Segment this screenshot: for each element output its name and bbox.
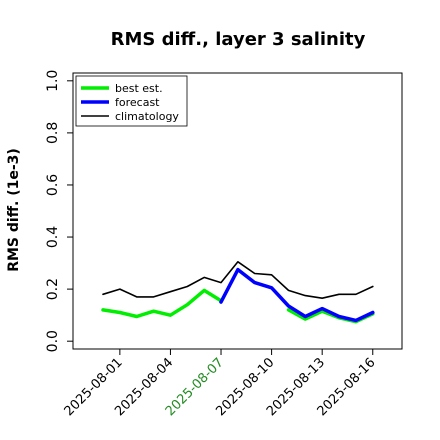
chart-title: RMS diff., layer 3 salinity <box>111 29 366 50</box>
y-tick-label: 0.2 <box>45 278 61 300</box>
y-tick-label: 1.0 <box>45 70 61 92</box>
legend-label: best est. <box>115 82 163 95</box>
y-axis: 0.0 0.2 0.4 0.6 0.8 1.0 <box>45 70 73 352</box>
legend-label: climatology <box>115 110 179 123</box>
y-axis-label: RMS diff. (1e-3) <box>6 148 22 272</box>
series-line-forecast <box>219 267 375 323</box>
legend-label: forecast <box>115 96 160 109</box>
x-axis: 2025-08-012025-08-042025-08-072025-08-10… <box>62 349 379 419</box>
y-tick-label: 0.4 <box>45 226 61 248</box>
y-tick-label: 0.6 <box>45 174 61 196</box>
series-layer <box>101 261 375 324</box>
series-line-climatology <box>102 261 374 299</box>
y-tick-label: 0.8 <box>45 122 61 144</box>
y-tick-label: 0.0 <box>45 330 61 352</box>
plot-area <box>72 72 403 350</box>
